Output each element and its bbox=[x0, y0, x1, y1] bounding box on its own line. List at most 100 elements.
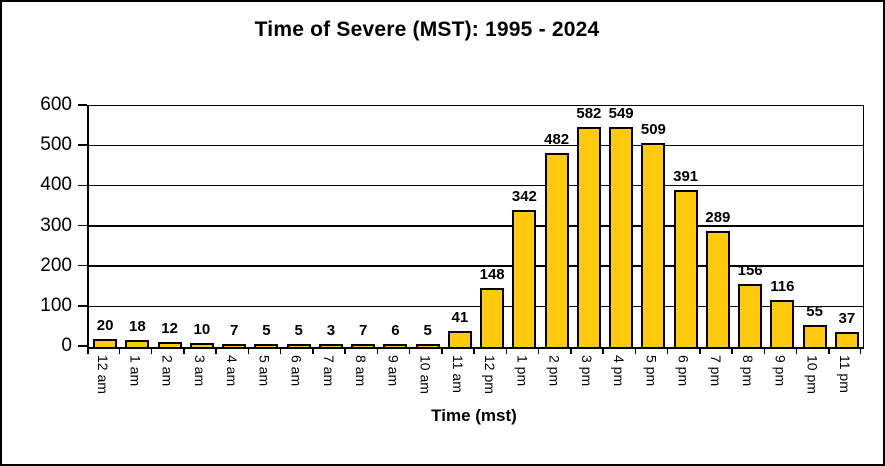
x-label-slot: 7 am bbox=[313, 355, 345, 405]
x-tick-label: 4 am bbox=[224, 355, 241, 387]
x-label-slot: 2 am bbox=[152, 355, 184, 405]
bar-value-label: 582 bbox=[576, 105, 602, 122]
bar bbox=[738, 284, 763, 347]
x-label-slot: 5 am bbox=[248, 355, 280, 405]
bar-slot-7-am: 3 bbox=[315, 106, 347, 347]
bar bbox=[641, 143, 666, 347]
x-tick-label: 11 pm bbox=[836, 355, 853, 393]
x-tick-label: 9 pm bbox=[772, 355, 789, 387]
gridline bbox=[89, 144, 863, 147]
y-tick-label: 300 bbox=[40, 214, 72, 236]
bar bbox=[802, 325, 827, 347]
x-tick-label: 8 am bbox=[353, 355, 370, 387]
y-tick bbox=[78, 345, 87, 347]
y-tick bbox=[78, 264, 87, 267]
x-tick bbox=[183, 347, 185, 354]
x-tick-label: 10 am bbox=[417, 355, 434, 394]
x-axis-ticks bbox=[87, 347, 861, 354]
gridline bbox=[89, 225, 863, 227]
bar bbox=[673, 190, 698, 347]
bar-value-label: 3 bbox=[326, 322, 336, 339]
y-tick-label: 600 bbox=[40, 94, 72, 115]
bar-value-label: 156 bbox=[737, 262, 763, 279]
bar-value-label: 289 bbox=[705, 209, 731, 226]
x-tick-label: 2 pm bbox=[546, 355, 563, 387]
x-tick-label: 7 am bbox=[320, 355, 337, 387]
x-tick bbox=[247, 347, 249, 354]
bar-slot-4-am: 7 bbox=[218, 106, 250, 347]
bar-slot-9-am: 6 bbox=[379, 106, 411, 347]
bar-slot-2-am: 12 bbox=[154, 106, 186, 347]
bar-value-label: 6 bbox=[391, 322, 400, 339]
x-tick-label: 3 pm bbox=[578, 355, 595, 387]
x-tick bbox=[408, 347, 411, 354]
bar bbox=[157, 342, 182, 347]
y-tick-label: 200 bbox=[40, 254, 72, 276]
x-tick bbox=[666, 347, 669, 354]
bar-slot-8-pm: 156 bbox=[734, 106, 766, 347]
bar bbox=[544, 153, 569, 347]
bar-slot-10-am: 5 bbox=[412, 106, 444, 347]
y-tick-label: 500 bbox=[40, 134, 72, 156]
gridline bbox=[89, 185, 863, 187]
x-tick-label: 1 pm bbox=[514, 355, 531, 387]
x-tick-label: 7 pm bbox=[707, 355, 724, 387]
x-tick bbox=[376, 347, 378, 354]
bar-slot-11-am: 41 bbox=[444, 106, 476, 347]
bar-value-label: 7 bbox=[358, 322, 368, 339]
bar-slot-3-pm: 582 bbox=[573, 106, 605, 347]
x-tick bbox=[279, 347, 282, 354]
bar bbox=[222, 344, 247, 347]
x-tick-label: 1 am bbox=[127, 355, 144, 387]
x-label-slot: 8 pm bbox=[732, 355, 764, 405]
y-tick bbox=[78, 224, 87, 227]
x-tick-label: 5 pm bbox=[643, 355, 660, 387]
x-label-slot: 11 am bbox=[442, 355, 474, 405]
bar-slot-3-am: 10 bbox=[186, 106, 218, 347]
bar bbox=[93, 339, 118, 347]
x-label-slot: 7 pm bbox=[700, 355, 732, 405]
bar-value-label: 5 bbox=[262, 322, 271, 339]
bar bbox=[609, 127, 634, 347]
y-tick-label: 0 bbox=[61, 335, 72, 356]
bar-slot-1-am: 18 bbox=[121, 106, 153, 347]
bar-slot-2-pm: 482 bbox=[541, 106, 573, 347]
bar-slot-6-am: 5 bbox=[283, 106, 315, 347]
x-tick-label: 6 am bbox=[288, 355, 305, 387]
bar-slot-11-pm: 37 bbox=[831, 106, 863, 347]
bar-slot-7-pm: 289 bbox=[702, 106, 734, 347]
y-tick bbox=[78, 104, 87, 106]
x-label-slot: 3 pm bbox=[571, 355, 603, 405]
bar-slot-5-am: 5 bbox=[250, 106, 282, 347]
bar bbox=[318, 344, 343, 347]
bar-value-label: 41 bbox=[451, 309, 469, 326]
x-label-slot: 11 pm bbox=[829, 355, 861, 405]
bar-value-label: 5 bbox=[294, 322, 303, 339]
bar bbox=[383, 344, 408, 347]
bar bbox=[254, 344, 279, 347]
bar-value-label: 7 bbox=[229, 322, 239, 339]
bar-value-label: 482 bbox=[544, 131, 570, 148]
bar-slot-9-pm: 116 bbox=[766, 106, 798, 347]
x-tick bbox=[473, 347, 475, 354]
y-tick-label: 100 bbox=[40, 294, 72, 316]
x-label-slot: 1 pm bbox=[506, 355, 538, 405]
bar bbox=[189, 343, 214, 347]
bar bbox=[286, 344, 311, 347]
x-tick-label: 12 am bbox=[95, 355, 112, 394]
x-tick-label: 5 am bbox=[256, 355, 273, 387]
x-tick-label: 11 am bbox=[449, 355, 466, 393]
x-tick-label: 10 pm bbox=[804, 355, 821, 394]
x-tick bbox=[731, 347, 733, 354]
bar-value-label: 342 bbox=[511, 188, 537, 205]
x-label-slot: 4 am bbox=[216, 355, 248, 405]
bar-value-label: 5 bbox=[423, 322, 432, 339]
x-label-slot: 8 am bbox=[345, 355, 377, 405]
bar-slot-5-pm: 509 bbox=[637, 106, 669, 347]
x-label-slot: 3 am bbox=[184, 355, 216, 405]
bar bbox=[447, 331, 472, 347]
x-tick bbox=[570, 347, 572, 354]
bar bbox=[125, 340, 150, 347]
x-tick bbox=[602, 347, 604, 354]
